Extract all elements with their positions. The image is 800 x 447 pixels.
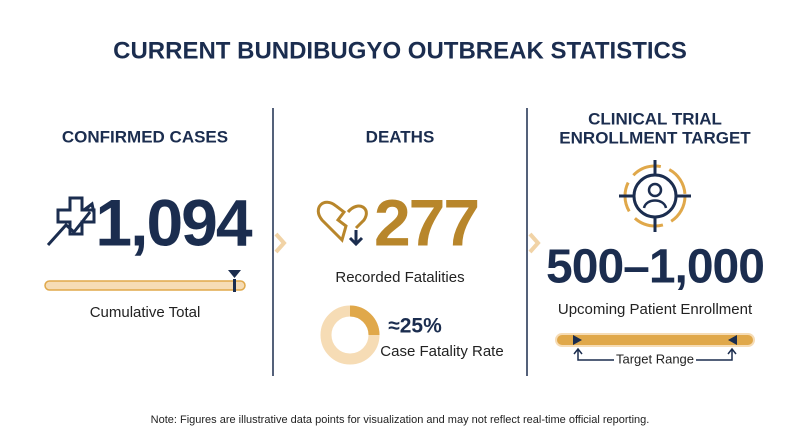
note: Note: Figures are illustrative data poin…	[151, 414, 650, 426]
deaths-icon	[316, 200, 368, 247]
cases-caption: Cumulative Total	[90, 304, 201, 321]
trial-heading: CLINICAL TRIAL	[588, 109, 722, 128]
deaths-heading: DEATHS	[366, 127, 435, 146]
chevron	[528, 232, 541, 254]
rate-caption: Case Fatality Rate	[380, 343, 503, 360]
trial-value: 500–1,000	[546, 241, 764, 294]
rate-label: ≈25%	[388, 315, 442, 338]
cases-pointer	[228, 270, 241, 278]
cases-bar	[44, 280, 246, 291]
deaths-value: 277	[374, 185, 478, 259]
trial-caption: Upcoming Patient Enrollment	[558, 301, 753, 318]
target-icon	[619, 160, 691, 232]
range-label: Target Range	[616, 351, 694, 366]
range-bar	[555, 333, 755, 347]
title: CURRENT BUNDIBUGYO OUTBREAK STATISTICS	[113, 37, 687, 64]
cases-heading: CONFIRMED CASES	[62, 127, 228, 146]
range-arrows	[573, 347, 737, 361]
trial-heading: ENROLLMENT TARGET	[559, 128, 751, 147]
cases-marker	[233, 279, 236, 292]
cases-value: 1,094	[95, 185, 252, 259]
rate-arc	[349, 305, 380, 336]
cases-icon	[46, 196, 96, 247]
chevron	[274, 232, 287, 254]
deaths-caption: Recorded Fatalities	[335, 269, 464, 286]
